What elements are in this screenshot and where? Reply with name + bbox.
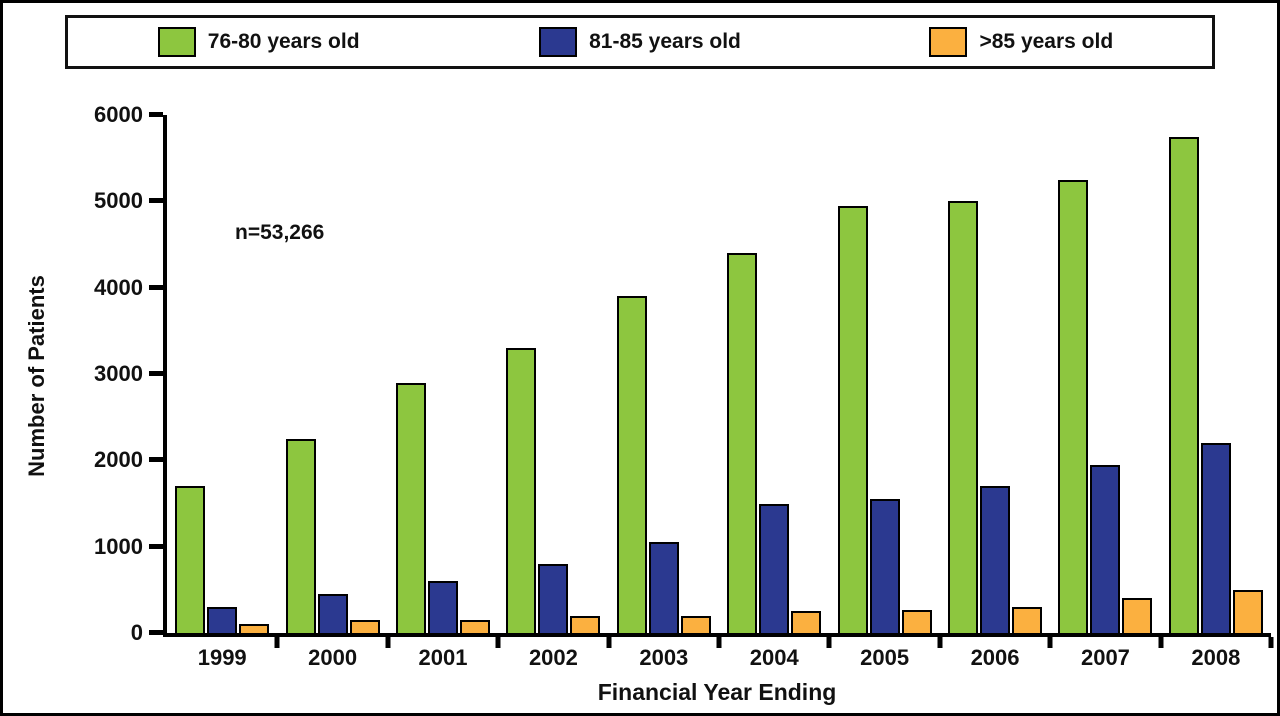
bar-group-2008 <box>1161 136 1271 633</box>
y-axis-tick-label: 4000 <box>94 274 143 300</box>
bar <box>616 296 647 633</box>
bar <box>901 609 932 633</box>
bar-group-2004 <box>719 253 829 633</box>
x-axis-tick <box>937 637 943 648</box>
y-axis-tick-label: 0 <box>130 620 143 645</box>
legend-swatch-orange <box>929 27 968 57</box>
x-axis-tick <box>274 637 280 648</box>
y-axis-tick-label: 1000 <box>94 533 143 559</box>
bar <box>1012 607 1043 633</box>
bar-group-2002 <box>498 348 608 633</box>
x-axis-title: Financial Year Ending <box>597 679 837 705</box>
y-axis-tick <box>149 112 163 117</box>
bar <box>837 205 868 633</box>
x-axis-tick <box>606 637 612 648</box>
bar <box>460 620 491 633</box>
x-axis-tick <box>716 637 722 648</box>
x-axis-tick <box>1268 637 1274 648</box>
bar <box>727 253 758 633</box>
y-axis-title: Number of Patients <box>24 275 49 477</box>
bar <box>570 615 601 633</box>
bar <box>1058 179 1089 633</box>
bar-group-2006 <box>940 201 1050 633</box>
bar <box>396 382 427 633</box>
bar <box>948 201 979 633</box>
x-axis-tick <box>826 637 832 648</box>
y-axis-tick-label: 3000 <box>94 361 143 386</box>
sample-size-annotation: n=53,266 <box>235 221 325 244</box>
legend-swatch-green <box>157 27 196 57</box>
bar <box>759 503 790 633</box>
bar <box>1232 589 1263 633</box>
legend: 76-80 years old 81-85 years old >85 year… <box>65 15 1215 69</box>
bar-group-2000 <box>277 438 387 633</box>
x-axis-tick-label: 2007 <box>1080 645 1130 670</box>
legend-item-over-85: >85 years old <box>831 27 1212 57</box>
bar <box>1168 136 1199 633</box>
bar-group-2007 <box>1050 179 1160 633</box>
legend-swatch-blue <box>539 27 578 57</box>
y-axis-tick <box>149 284 163 290</box>
bar <box>428 581 459 633</box>
bar <box>1122 598 1153 633</box>
bar <box>317 594 348 633</box>
y-axis-tick-label: 2000 <box>94 447 143 473</box>
x-axis-tick-label: 2000 <box>308 645 358 670</box>
bar-group-2005 <box>829 205 939 633</box>
y-axis-tick <box>149 543 163 549</box>
legend-label-81-85: 81-85 years old <box>589 30 741 53</box>
bar <box>239 624 270 633</box>
x-axis-tick <box>495 637 501 648</box>
bar <box>791 611 822 633</box>
bar <box>538 563 569 633</box>
y-axis-tick <box>149 198 163 204</box>
x-axis-tick-label: 2001 <box>418 645 468 670</box>
x-axis-tick <box>385 637 391 648</box>
bar-groups <box>167 115 1271 633</box>
legend-label-76-80: 76-80 years old <box>207 30 360 53</box>
bar <box>175 486 206 633</box>
legend-item-76-80: 76-80 years old <box>68 27 449 57</box>
y-axis-tick <box>149 457 163 463</box>
bar <box>869 499 900 633</box>
plot-area: 0 1000 2000 3000 4000 5000 6000 <box>94 102 1274 648</box>
x-axis-tick-label: 2004 <box>749 645 799 670</box>
y-axis-tick-label: 5000 <box>94 188 143 214</box>
bar <box>207 607 238 633</box>
x-axis-tick-label: 2005 <box>860 645 910 670</box>
x-axis-tick <box>1158 637 1164 648</box>
x-axis-tick-label: 2002 <box>528 645 578 670</box>
x-axis-tick-label: 1999 <box>197 645 247 670</box>
bar <box>506 348 537 633</box>
bar-group-2001 <box>388 382 498 633</box>
y-axis-tick <box>149 630 163 635</box>
x-axis-tick-label: 2008 <box>1191 645 1241 670</box>
bar <box>1200 443 1231 633</box>
bar <box>980 486 1011 633</box>
x-axis-tick-label: 2006 <box>970 645 1020 670</box>
bar <box>1090 464 1121 633</box>
y-axis-tick-label: 6000 <box>94 102 143 127</box>
bar-group-2003 <box>609 296 719 633</box>
bar-group-1999 <box>167 486 277 633</box>
bar <box>680 615 711 633</box>
y-axis-tick <box>149 371 163 376</box>
bar <box>648 542 679 633</box>
x-axis-tick <box>1047 637 1053 648</box>
legend-item-81-85: 81-85 years old <box>449 27 830 57</box>
x-axis-tick-labels: 1999 2000 2001 2002 2003 2004 2005 2006 2007 2008 <box>167 645 1271 671</box>
bar <box>285 438 316 633</box>
bar <box>349 620 380 633</box>
legend-label-over-85: >85 years old <box>979 30 1114 53</box>
x-axis-tick-label: 2003 <box>639 645 689 670</box>
